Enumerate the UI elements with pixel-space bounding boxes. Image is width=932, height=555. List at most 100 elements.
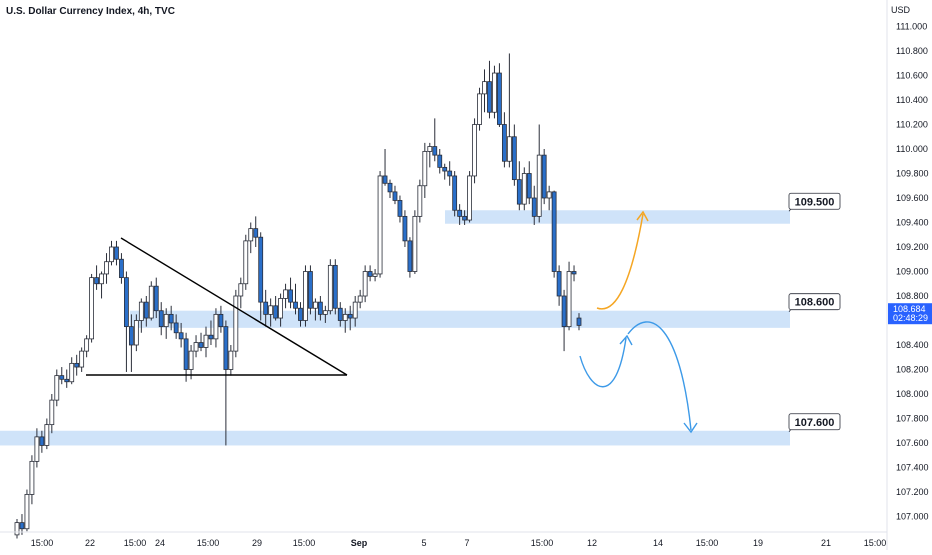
candle-body [163,313,169,328]
candle-body [233,295,239,352]
candle-body [69,362,75,383]
candle-body [467,175,472,221]
zone-109-500[interactable] [445,210,790,224]
candle-body [482,81,487,95]
candle-body [576,317,582,326]
candle-body [24,494,30,530]
y-tick-label: 108.200 [896,365,929,375]
candle-body [457,209,463,217]
chart-title: U.S. Dollar Currency Index, 4h, TVC [6,6,175,17]
candle-body [298,307,303,321]
candle-body [322,310,328,315]
x-tick-label: 15:00 [531,538,554,548]
zone-108-600[interactable] [130,310,790,328]
candle-body [511,136,517,181]
currency-label: USD [891,5,911,15]
candle-body [238,283,244,297]
callout-box [788,293,841,311]
candle-body [501,124,507,162]
zone-labels: 109.500 108.600 107.600 [788,192,841,432]
candle-body [223,326,229,370]
callout-text: 108.600 [795,297,835,309]
candle-body [128,326,134,346]
candle-body [114,246,119,260]
x-tick-label: 15:00 [124,538,147,548]
candle-body [203,334,209,348]
candle-body [288,289,293,303]
x-tick-label: 21 [821,538,831,548]
y-tick-label: 110.600 [896,71,928,81]
x-tick-label: 15:00 [293,538,316,548]
bullish-projection-arrow[interactable] [596,213,644,310]
candle-body [263,301,269,315]
zone-label-108-600[interactable]: 108.600 [788,293,841,312]
candle-body [392,191,398,201]
triangle-upper-trendline[interactable] [120,237,348,376]
candle-body [213,313,219,340]
candle-body [29,460,35,495]
callout-text: 109.500 [795,196,835,208]
candle-body [452,175,458,211]
candle-body [133,320,139,346]
zone-107-600[interactable] [0,430,790,446]
candle-body [198,342,204,348]
candle-body [49,399,55,426]
candle-body [268,305,274,315]
time-axis[interactable]: 15:00 22 15:00 24 15:00 29 15:00 Sep 5 7 15:00 12 14… [0,531,887,548]
candle-body [551,191,557,272]
bearish-projection-path[interactable] [579,337,627,388]
y-tick-label: 110.200 [896,120,928,130]
candle-body [79,350,85,368]
candle-body [382,175,388,184]
candle-body [138,301,144,321]
candle-body [124,277,129,328]
zone-label-109-500[interactable]: 109.500 [788,192,841,212]
candle-body [422,151,428,187]
candle-body [541,154,547,199]
callout-box [788,192,841,210]
candle-body [352,301,358,319]
candle-body [487,81,492,113]
y-tick-label: 111.000 [896,22,927,32]
candle-body [417,185,423,217]
candle-body [332,264,338,309]
y-tick-label: 107.600 [896,438,929,448]
candle-body [54,375,60,401]
candle-body [168,313,174,324]
candle-body [14,522,20,536]
candle-body [34,436,40,462]
candle-body [208,334,214,340]
price-axis[interactable]: 111.000 110.800 110.600 110.400 110.200 110.0… [886,0,932,550]
y-tick-label: 109.400 [896,218,929,228]
candle-body [407,240,413,272]
candle-body [566,271,572,328]
candle-body [218,313,224,328]
zone-label-107-600[interactable]: 107.600 [788,413,841,432]
candle-body [19,522,25,530]
candle-body [357,295,363,303]
candle-body [104,261,109,275]
candle-body [526,173,532,199]
y-tick-label: 107.000 [896,512,929,522]
candle-body [178,332,184,340]
candle-body [283,289,288,299]
candle-body [273,305,279,319]
y-tick-label: 110.800 [896,46,928,56]
candle-body [183,338,189,370]
candle-body [506,136,512,162]
y-tick-label: 109.200 [896,242,929,252]
candle-body [99,273,104,285]
candle-body [148,285,154,319]
candle-body [188,350,194,370]
candle-body [84,338,90,352]
x-tick-label: Sep [351,538,368,548]
bearish-drop-path[interactable] [627,321,692,431]
x-tick-label: 24 [155,538,165,548]
candle-body [313,301,318,309]
candle-body [462,215,468,221]
candle-body [536,154,542,217]
candle-body [571,271,577,275]
candle-body [362,271,368,297]
candle-body [387,182,393,193]
